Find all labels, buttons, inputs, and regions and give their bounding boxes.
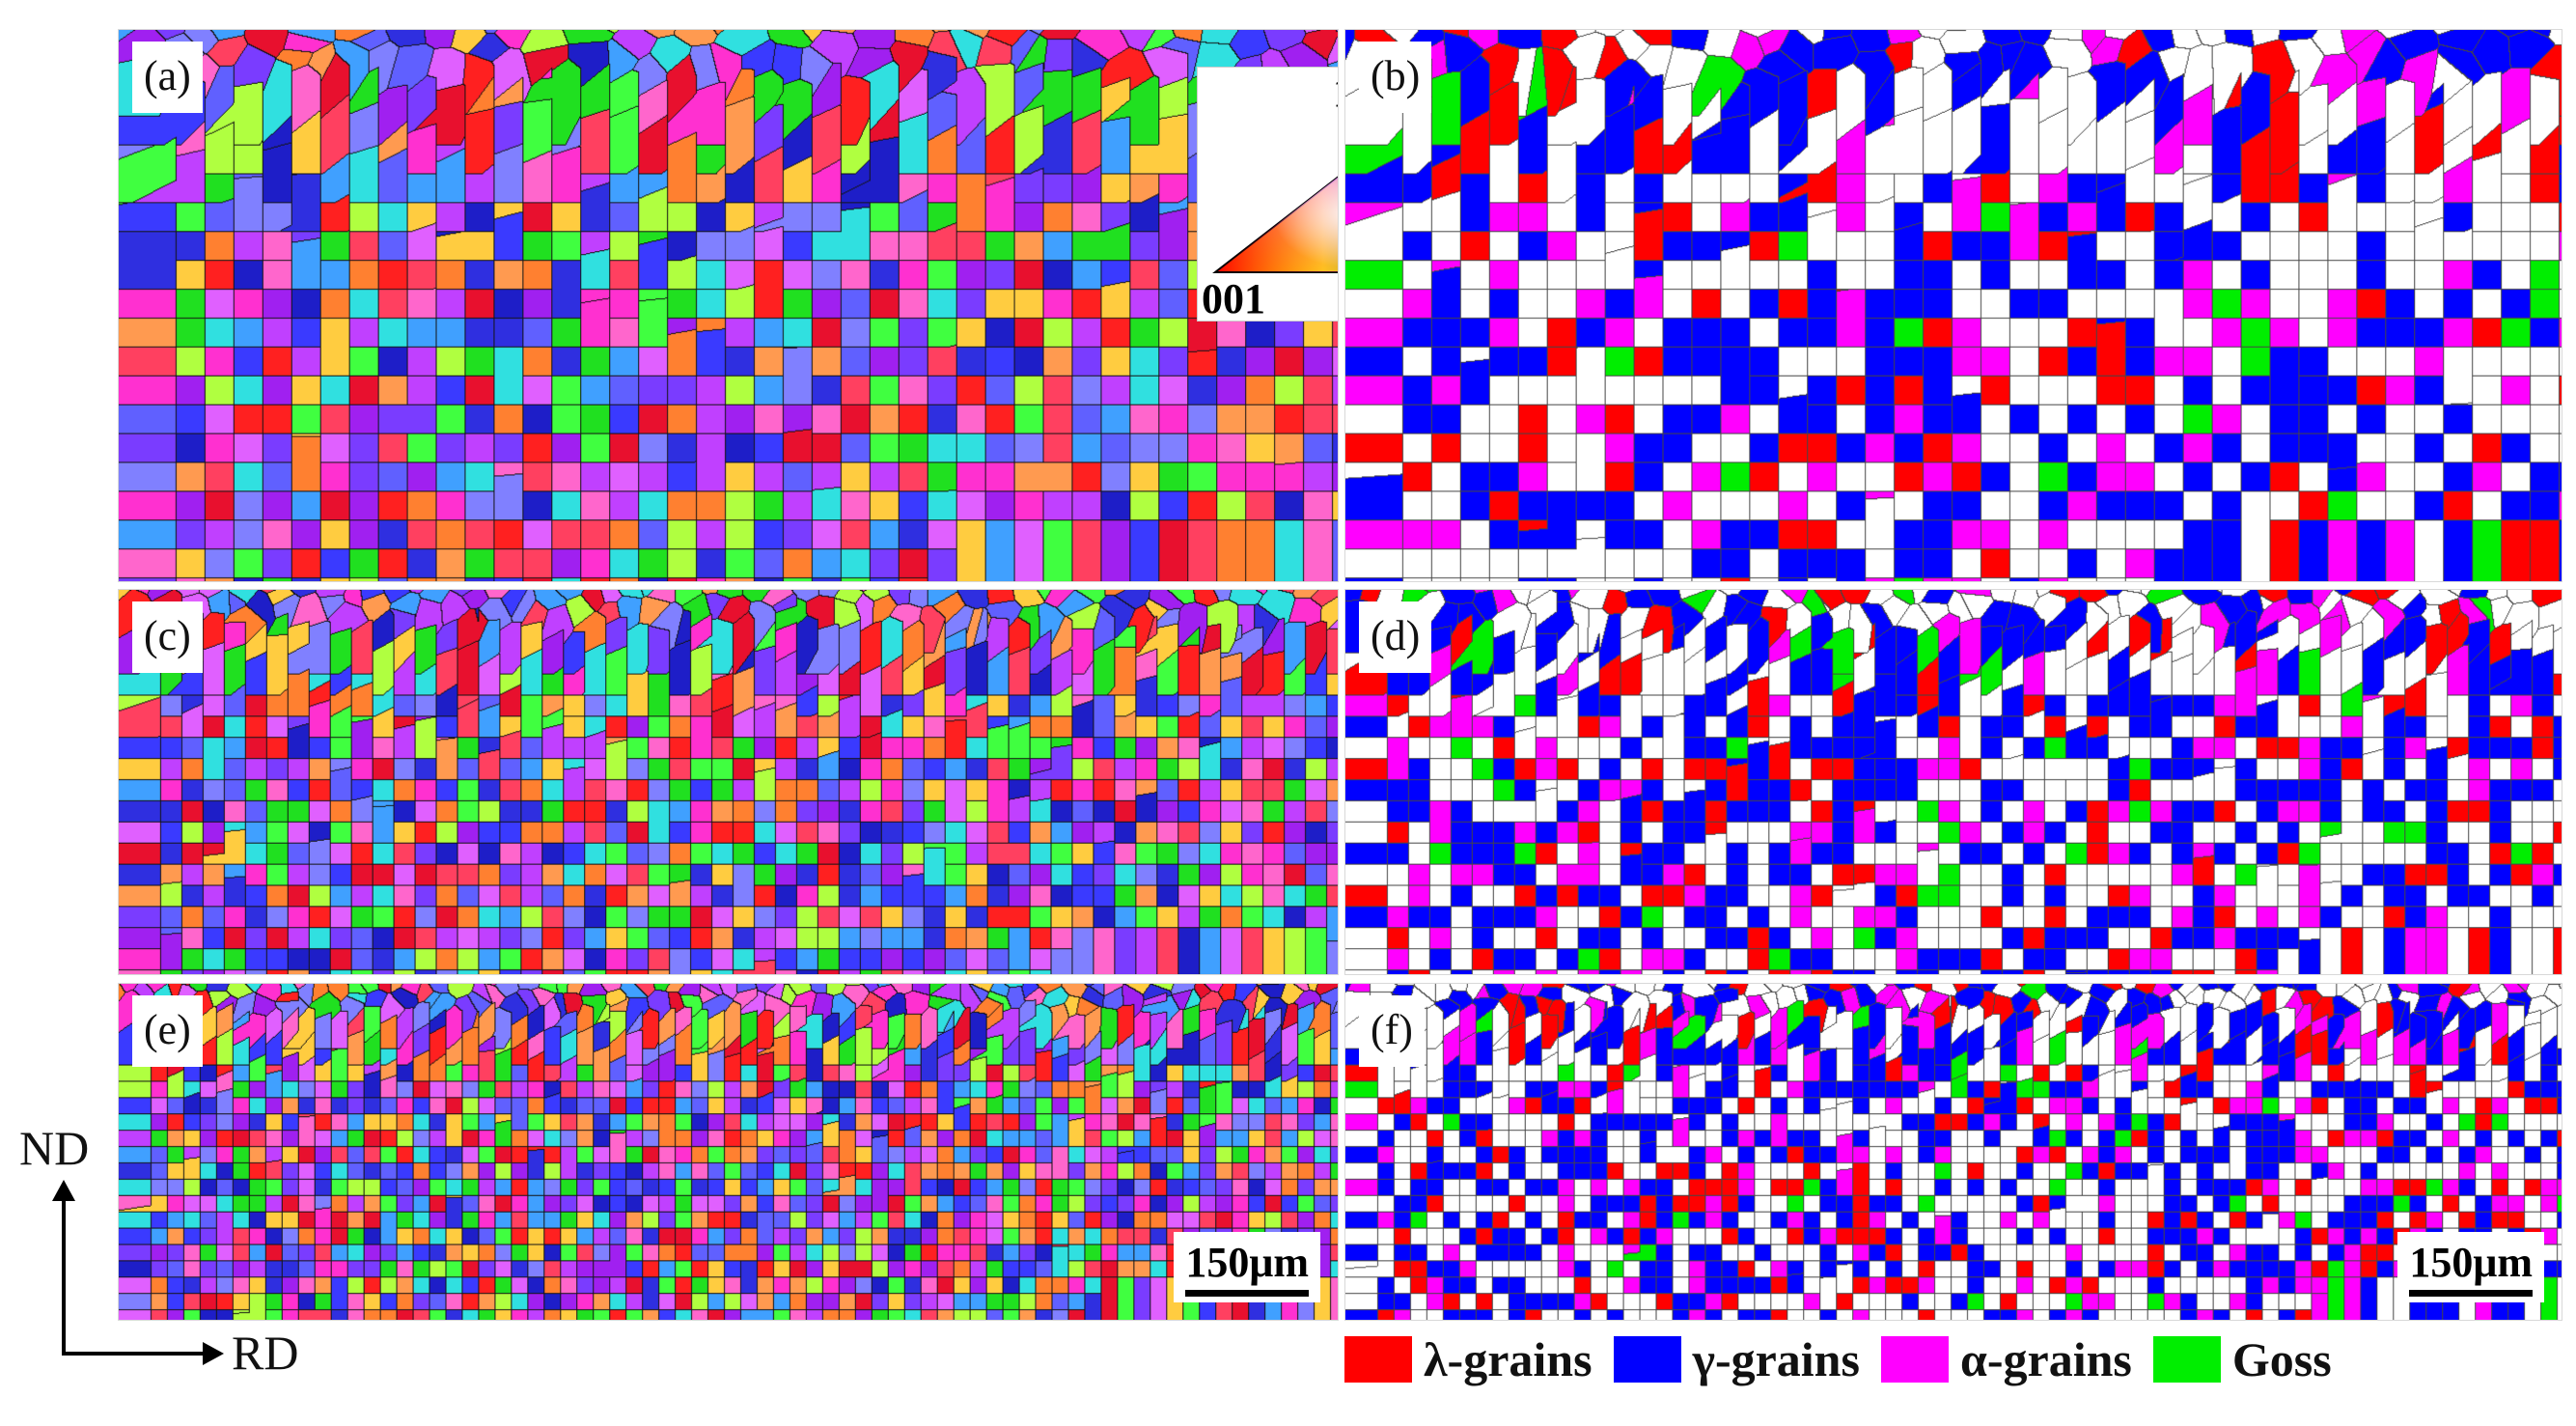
scale-bar: 150μm <box>2397 1232 2544 1302</box>
panel-label: (c) <box>132 601 203 673</box>
panel-label: (b) <box>1359 42 1432 113</box>
ipf-map-canvas <box>119 30 1338 581</box>
ipf-color-key: 111 001 101 <box>1197 67 1338 322</box>
texture-legend: λ-grains γ-grains α-grains Goss <box>1344 1326 2353 1393</box>
axis-rd-label: RD <box>232 1326 299 1380</box>
texture-map-canvas <box>1345 984 2562 1320</box>
arrow-up-icon <box>52 1180 75 1201</box>
rd-arrow-shaft <box>62 1352 208 1356</box>
panel-b-texture-map: (b) <box>1344 29 2562 582</box>
panel-label: (d) <box>1359 601 1432 673</box>
scale-bar-label: 150μm <box>1185 1239 1309 1286</box>
texture-map-canvas <box>1345 30 2562 581</box>
legend-label: Goss <box>2231 1332 2332 1386</box>
legend-item-gamma: γ-grains <box>1613 1331 1860 1387</box>
ipf-key-111-label: 111 <box>1333 71 1338 114</box>
legend-label: λ-grains <box>1424 1332 1593 1386</box>
panel-f-texture-map: (f) 150μm <box>1344 983 2562 1321</box>
panel-a-ipf-map: (a) 11 <box>118 29 1339 582</box>
axis-nd-label: ND <box>19 1121 90 1175</box>
ipf-key-001-label: 001 <box>1202 275 1265 322</box>
ipf-map-canvas <box>119 984 1338 1320</box>
scale-bar: 150μm <box>1174 1232 1320 1302</box>
panel-label: (f) <box>1359 995 1425 1067</box>
nd-arrow-shaft <box>62 1195 66 1356</box>
scale-bar-line <box>1185 1290 1309 1297</box>
legend-label: γ-grains <box>1692 1332 1860 1386</box>
legend-swatch <box>1613 1336 1681 1383</box>
panel-e-ipf-map: (e) 150μm <box>118 983 1339 1321</box>
legend-item-goss: Goss <box>2152 1331 2332 1387</box>
panel-c-ipf-map: (c) <box>118 589 1339 975</box>
ipf-map-canvas <box>119 590 1338 974</box>
panel-label: (a) <box>132 42 203 113</box>
texture-map-canvas <box>1345 590 2562 974</box>
scale-bar-label: 150μm <box>2409 1239 2533 1286</box>
legend-item-alpha: α-grains <box>1880 1331 2132 1387</box>
legend-swatch <box>2152 1336 2221 1383</box>
panel-label: (e) <box>132 995 203 1067</box>
legend-label: α-grains <box>1959 1332 2132 1386</box>
scale-bar-line <box>2409 1290 2533 1297</box>
legend-swatch <box>1880 1336 1949 1383</box>
panel-d-texture-map: (d) <box>1344 589 2562 975</box>
legend-item-lambda: λ-grains <box>1344 1331 1593 1387</box>
ipf-triangle-icon <box>1212 176 1338 273</box>
legend-swatch <box>1344 1336 1412 1383</box>
arrow-right-icon <box>203 1342 224 1365</box>
